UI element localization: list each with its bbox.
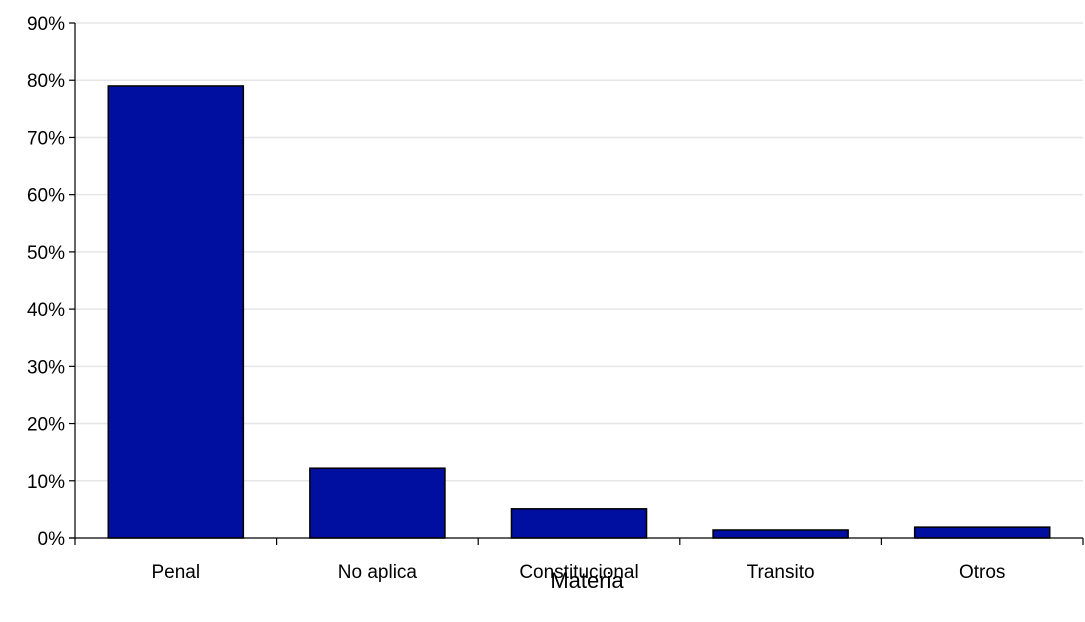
x-axis-title: Materia	[550, 568, 624, 593]
y-tick-label: 90%	[27, 14, 65, 35]
x-tick-label: No aplica	[338, 562, 418, 583]
y-tick-label: 10%	[27, 472, 65, 493]
y-tick-labels: 0% 10% 20% 30% 40% 50% 60% 70% 80% 90%	[27, 14, 65, 550]
x-tick-label: Otros	[959, 562, 1005, 583]
bars	[107, 85, 1051, 539]
y-tick-label: 80%	[27, 71, 65, 92]
y-tick-label: 20%	[27, 415, 65, 436]
bar-constitucional	[510, 508, 648, 539]
bar-penal	[107, 85, 245, 539]
x-tick-label: Transito	[747, 562, 815, 583]
y-tick-label: 50%	[27, 243, 65, 264]
x-tick-label: Constitucional	[519, 562, 638, 583]
x-tick-label: Penal	[151, 562, 200, 583]
bar-transito	[712, 529, 849, 539]
y-tick-label: 0%	[38, 529, 66, 550]
x-tick-labels: Penal No aplica Constitucional Transito Otro…	[151, 562, 1005, 583]
bar-otros	[913, 526, 1051, 539]
y-tick-label: 70%	[27, 128, 65, 149]
y-tick-label: 40%	[27, 300, 65, 321]
y-tick-label: 30%	[27, 357, 65, 378]
y-tick-label: 60%	[27, 186, 65, 207]
bar-no-aplica	[309, 467, 446, 539]
axes	[69, 22, 1084, 545]
